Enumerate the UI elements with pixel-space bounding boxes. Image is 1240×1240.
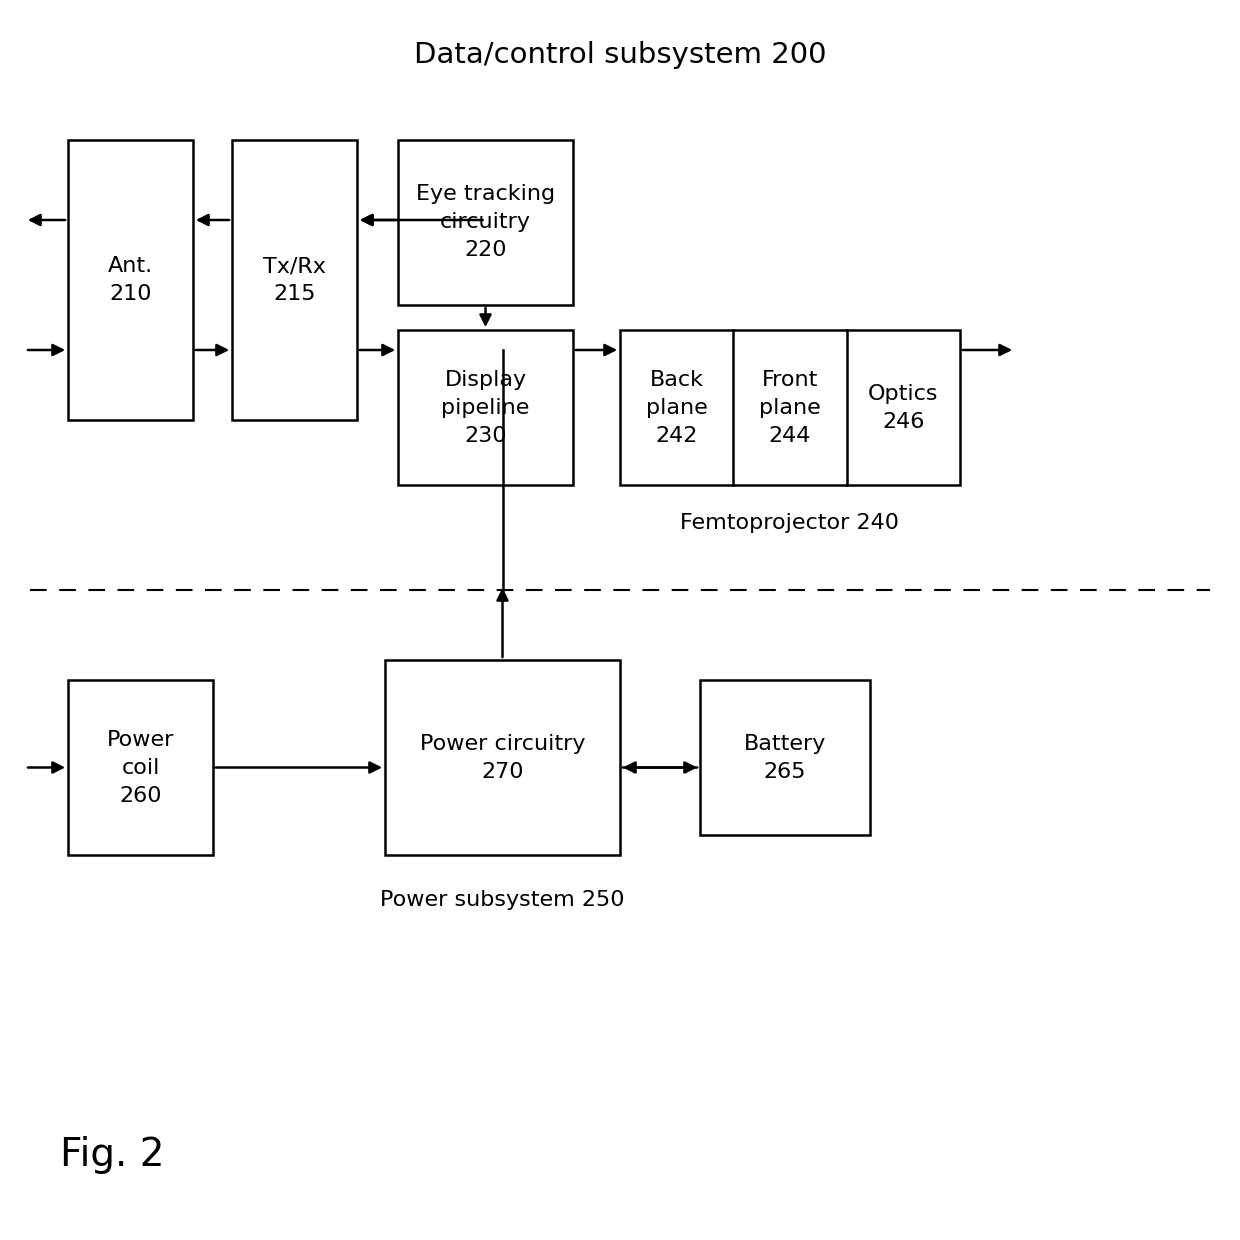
Bar	[68, 140, 193, 420]
Bar	[620, 330, 960, 485]
Text: Power
coil
260: Power coil 260	[107, 729, 174, 806]
Text: Femtoprojector 240: Femtoprojector 240	[681, 513, 899, 533]
Text: Fig. 2: Fig. 2	[60, 1136, 165, 1174]
Bar	[398, 140, 573, 305]
Text: Ant.
210: Ant. 210	[108, 255, 153, 304]
Bar	[68, 680, 213, 856]
Text: Display
pipeline
230: Display pipeline 230	[441, 370, 529, 445]
Text: Optics
246: Optics 246	[868, 383, 939, 432]
Text: Tx/Rx
215: Tx/Rx 215	[263, 255, 326, 304]
Text: Battery
265: Battery 265	[744, 734, 826, 781]
Bar	[384, 660, 620, 856]
Bar	[398, 330, 573, 485]
Text: Front
plane
244: Front plane 244	[759, 370, 821, 445]
Text: Power subsystem 250: Power subsystem 250	[381, 890, 625, 910]
Bar	[701, 680, 870, 835]
Text: Data/control subsystem 200: Data/control subsystem 200	[414, 41, 826, 69]
Text: Eye tracking
circuitry
220: Eye tracking circuitry 220	[415, 185, 556, 260]
Text: Power circuitry
270: Power circuitry 270	[420, 734, 585, 781]
Bar	[232, 140, 357, 420]
Text: Back
plane
242: Back plane 242	[646, 370, 708, 445]
